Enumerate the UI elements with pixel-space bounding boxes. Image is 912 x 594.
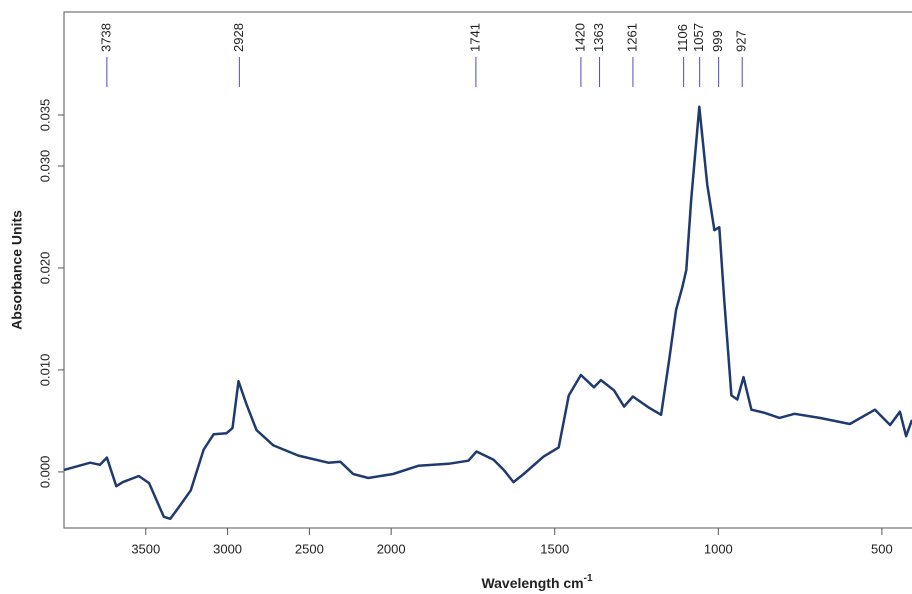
x-tick-label: 3500 <box>131 541 160 556</box>
x-axis-label-text: Wavelength cm <box>481 575 583 591</box>
peak-label: 1420 <box>572 23 587 52</box>
y-tick-label: 0.035 <box>37 99 52 132</box>
peak-label: 1057 <box>691 23 706 52</box>
y-axis-label: Absorbance Units <box>9 210 25 330</box>
x-axis-label-sup: -1 <box>584 573 593 584</box>
peak-label: 927 <box>734 30 749 52</box>
y-tick-label: 0.000 <box>37 456 52 489</box>
x-tick-label: 3000 <box>213 541 242 556</box>
peak-label: 3738 <box>98 23 113 52</box>
peak-label: 999 <box>710 30 725 52</box>
y-tick-label: 0.030 <box>37 150 52 183</box>
x-tick-label: 1500 <box>540 541 569 556</box>
y-tick-label: 0.020 <box>37 252 52 285</box>
peak-label: 1363 <box>591 23 606 52</box>
peak-label: 1261 <box>624 23 639 52</box>
y-tick-label: 0.010 <box>37 354 52 387</box>
x-tick-label: 1000 <box>704 541 733 556</box>
x-tick-label: 2000 <box>377 541 406 556</box>
x-tick-label: 2500 <box>295 541 324 556</box>
plot-frame <box>63 11 912 529</box>
peak-label: 2928 <box>231 23 246 52</box>
x-tick-label: 500 <box>871 541 893 556</box>
peak-label: 1106 <box>675 24 690 52</box>
spectrum-line <box>63 105 912 521</box>
x-axis-label: Wavelength cm-1 <box>481 573 593 591</box>
peak-label: 1741 <box>467 23 482 52</box>
